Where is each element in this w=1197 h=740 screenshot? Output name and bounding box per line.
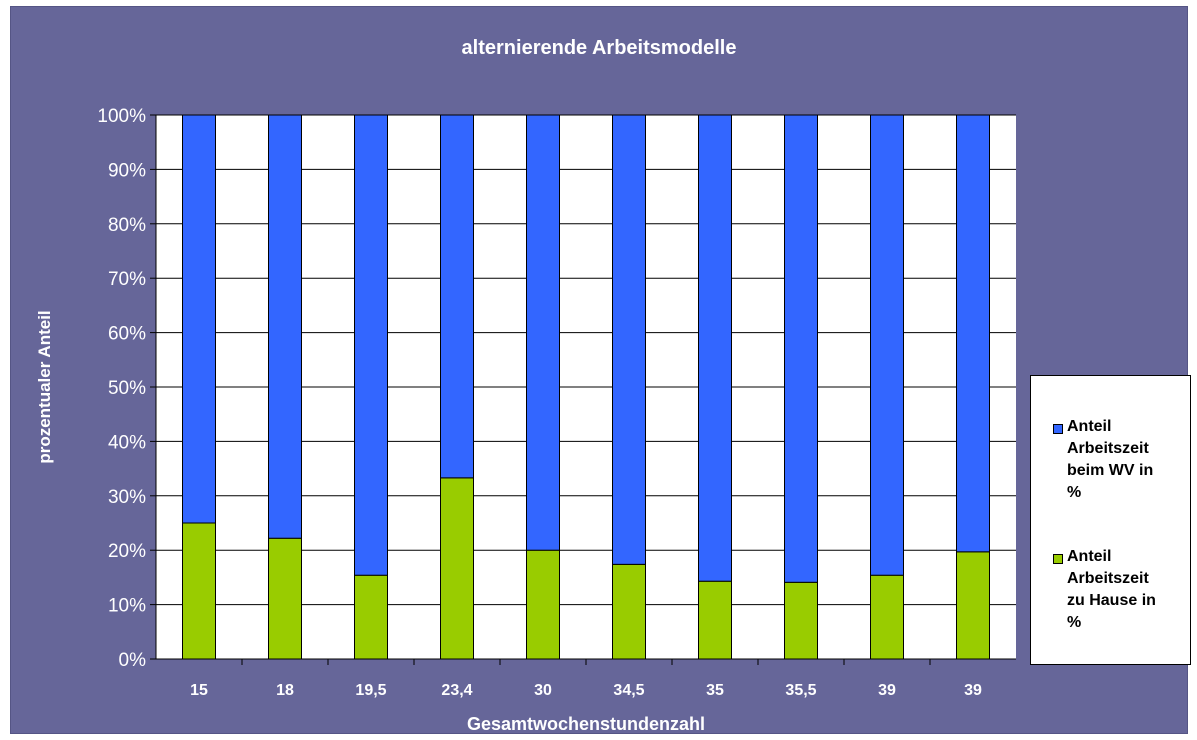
bar-segment-wv <box>354 114 388 576</box>
y-tick-label: 30% <box>108 487 146 508</box>
x-tick-label: 15 <box>190 682 208 699</box>
chart-title: alternierende Arbeitsmodelle <box>461 37 737 59</box>
legend-line: % <box>1067 614 1082 631</box>
x-tick-label: 35 <box>706 682 724 699</box>
x-tick-label: 39 <box>878 682 896 699</box>
y-tick-label: 90% <box>108 160 146 181</box>
bar-segment-home <box>784 581 818 660</box>
chart-container: alternierende Arbeitsmodelle prozentuale… <box>10 6 1191 734</box>
x-tick-label: 35,5 <box>785 682 816 699</box>
y-tick-label: 70% <box>108 269 146 290</box>
x-tick-label: 34,5 <box>613 682 644 699</box>
bar-segment-home <box>182 522 216 660</box>
x-tick-label: 39 <box>964 682 982 699</box>
legend-line: Arbeitszeit <box>1067 570 1149 587</box>
legend-swatch-home <box>1053 554 1063 564</box>
bar-segment-home <box>268 537 302 660</box>
x-tick-label: 23,4 <box>441 682 472 699</box>
bar-segment-wv <box>784 114 818 583</box>
y-tick-label: 20% <box>108 541 146 562</box>
x-axis-label: Gesamtwochenstundenzahl <box>466 714 706 734</box>
bar-segment-wv <box>956 114 990 553</box>
legend-line: beim WV in <box>1067 462 1154 479</box>
legend-label-home: Anteil Arbeitszeit zu Hause in % <box>1067 546 1195 634</box>
legend-line: Anteil <box>1067 548 1112 565</box>
bar-segment-home <box>612 563 646 660</box>
bar-segment-home <box>698 580 732 660</box>
plot-area: 0% 10% 20% 30% 40% 50% 60% 70% 80% 90% 100% 15 18 19,… <box>97 106 1016 699</box>
bar-segment-home <box>956 551 990 660</box>
y-tick-label: 60% <box>108 324 146 345</box>
x-tick-label: 19,5 <box>355 682 386 699</box>
y-tick-label: 40% <box>108 432 146 453</box>
legend-line: Anteil <box>1067 418 1112 435</box>
x-tick-label: 18 <box>276 682 294 699</box>
legend: Anteil Arbeitszeit beim WV in % Anteil A… <box>1030 375 1191 665</box>
legend-line: % <box>1067 484 1082 501</box>
x-tick-label: 30 <box>534 682 552 699</box>
bar-segment-home <box>526 549 560 660</box>
bar-segment-wv <box>870 114 904 576</box>
bar-segment-wv <box>440 114 474 479</box>
y-tick-label: 80% <box>108 215 146 236</box>
legend-line: Arbeitszeit <box>1067 440 1149 457</box>
bar-segment-home <box>440 477 474 660</box>
legend-line: zu Hause in <box>1067 592 1156 609</box>
bar-segment-wv <box>698 114 732 582</box>
y-tick-label: 10% <box>108 596 146 617</box>
legend-swatch-wv <box>1053 424 1063 434</box>
bar-segment-wv <box>182 114 216 524</box>
y-tick-label: 50% <box>108 378 146 399</box>
legend-label-wv: Anteil Arbeitszeit beim WV in % <box>1067 416 1195 504</box>
bar-segment-wv <box>612 114 646 565</box>
bar-segment-home <box>354 574 388 660</box>
bar-segment-wv <box>526 114 560 551</box>
y-tick-label: 100% <box>97 106 146 127</box>
bar-segment-wv <box>268 114 302 539</box>
y-tick-label: 0% <box>119 650 147 671</box>
bar-segment-home <box>870 574 904 660</box>
